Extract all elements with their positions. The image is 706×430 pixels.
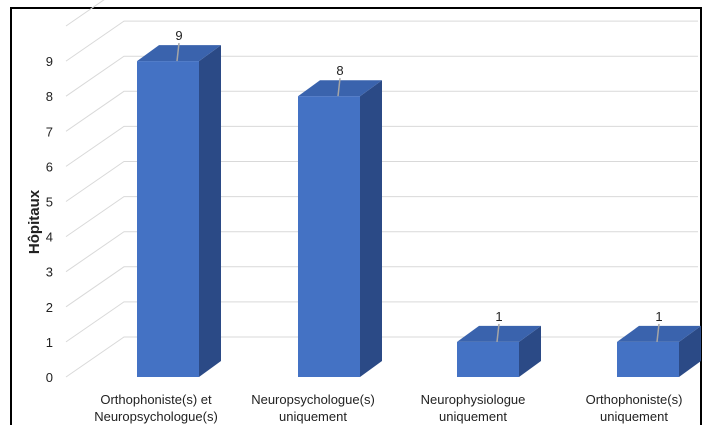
data-label: 1 [655, 309, 662, 324]
category-label: Neuropsychologue(s) uniquement [251, 392, 375, 424]
y-tick-label: 5 [46, 195, 53, 210]
y-tick-label: 7 [46, 124, 53, 139]
category-label-line: Orthophoniste(s) [586, 392, 683, 407]
bar-front [457, 341, 519, 377]
category-label-line: Neuropsychologue(s) [94, 409, 218, 424]
y-axis-title: Hôpitaux [26, 189, 43, 254]
bar-4 [617, 325, 701, 377]
bar-front [298, 96, 360, 377]
y-tick-label: 3 [46, 265, 53, 280]
bar-front [137, 61, 199, 377]
data-label: 9 [175, 28, 182, 43]
y-axis-tick-labels: 0 1 2 3 4 5 6 7 8 9 [46, 54, 53, 385]
bar-3 [457, 325, 541, 377]
gridline-5 [65, 161, 698, 202]
data-label: 1 [495, 309, 502, 324]
y-tick-label: 8 [46, 89, 53, 104]
gridline-1 [65, 301, 698, 343]
category-labels: Orthophoniste(s) et Neuropsychologue(s)Ne… [94, 392, 682, 424]
gridline-8 [65, 55, 698, 97]
category-label-line: uniquement [279, 409, 347, 424]
bars [137, 45, 701, 377]
data-label-leader [656, 323, 660, 342]
category-label: Orthophoniste(s) et Neuropsychologue(s) [94, 392, 218, 424]
bar-2 [298, 80, 382, 377]
bar-top [298, 80, 382, 97]
bar-side [360, 80, 382, 377]
y-tick-label: 9 [46, 54, 53, 69]
category-label-line: Orthophoniste(s) et [100, 392, 212, 407]
data-label-leader [496, 323, 500, 342]
bar-top [457, 325, 541, 342]
bar-front [617, 341, 679, 377]
gridline-9 [65, 20, 698, 62]
bar-side [519, 325, 541, 377]
bar-top [137, 45, 221, 62]
bar-top [617, 325, 701, 342]
y-tick-label: 1 [46, 335, 53, 350]
data-label-leader [337, 78, 341, 97]
category-label-line: uniquement [600, 409, 668, 424]
category-label-line: Neurophysiologue [421, 392, 526, 407]
y-tick-label: 6 [46, 159, 53, 174]
bar-side [679, 325, 701, 377]
category-label-line: Neuropsychologue(s) [251, 392, 375, 407]
category-label-line: uniquement [439, 409, 507, 424]
gridline-2 [65, 266, 698, 308]
y-tick-label: 4 [46, 230, 53, 245]
y-tick-label: 0 [46, 370, 53, 385]
gridline-4 [65, 196, 698, 238]
bar-side [199, 45, 221, 377]
bar-1 [137, 45, 221, 377]
category-label: Neurophysiologue uniquement [421, 392, 526, 424]
data-label-leader [176, 43, 180, 62]
gridline-3 [65, 231, 698, 273]
data-labels: 9 8 1 1 [175, 28, 663, 342]
y-tick-label: 2 [46, 300, 53, 315]
data-label: 8 [336, 63, 343, 78]
gridline-10 [65, 0, 105, 27]
gridline-7 [65, 90, 698, 132]
gridline-6 [65, 125, 698, 167]
category-label: Orthophoniste(s) uniquement [586, 392, 683, 424]
